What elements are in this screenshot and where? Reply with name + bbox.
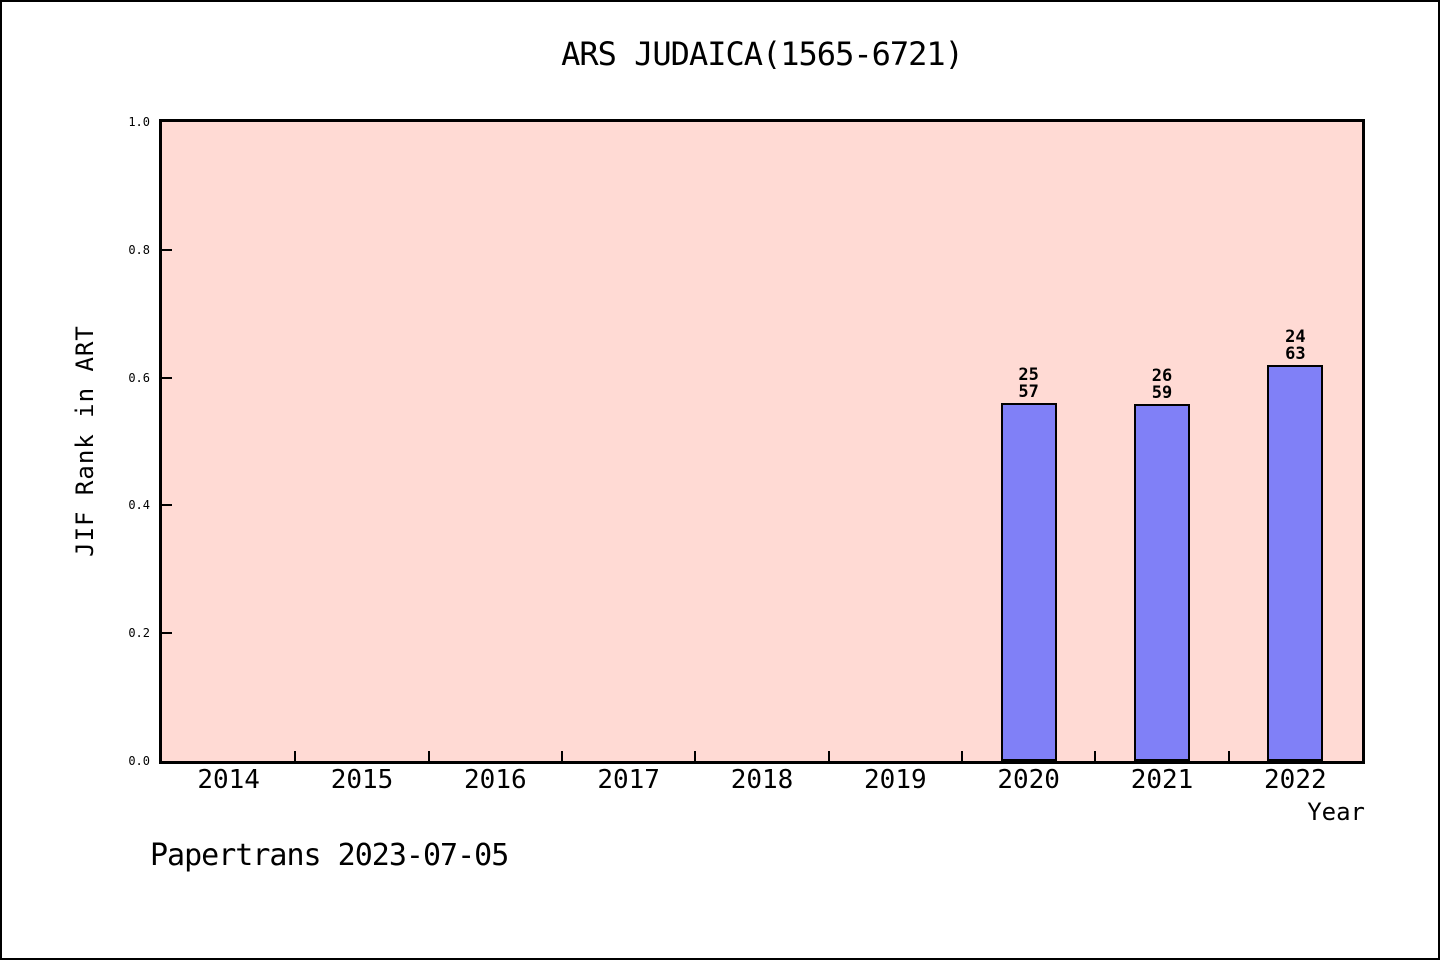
- bar-label-line: 25: [1018, 365, 1039, 385]
- x-tick-mark: [294, 751, 297, 761]
- y-tick-mark: [162, 632, 172, 635]
- y-tick-label: 0.0: [128, 754, 150, 768]
- x-tick-label: 2018: [730, 765, 794, 795]
- y-tick-mark: [162, 376, 172, 379]
- bar-2021: [1134, 404, 1190, 761]
- x-tick-label: 2021: [1130, 765, 1194, 795]
- x-tick-mark: [694, 751, 697, 761]
- bar-label-line: 24: [1285, 327, 1306, 347]
- bar-label-line: 26: [1151, 366, 1173, 386]
- y-tick-label: 0.2: [128, 626, 150, 641]
- bar-label-2020: 25 57: [989, 367, 1069, 401]
- x-tick-mark: [961, 751, 963, 761]
- x-tick-label: 2016: [464, 765, 527, 795]
- x-axis-label: Year: [1307, 798, 1365, 826]
- bar-label-line: 59: [1151, 383, 1173, 403]
- x-tick-mark: [1094, 751, 1097, 761]
- x-tick-mark: [561, 751, 563, 761]
- bar-label-2021: 26 59: [1122, 368, 1202, 402]
- x-tick-label: 2017: [597, 765, 660, 795]
- y-tick-label: 0.4: [128, 498, 150, 513]
- bar-2022: [1267, 365, 1324, 761]
- x-tick-label: 2014: [197, 765, 260, 795]
- bar-label-line: 63: [1285, 344, 1306, 364]
- x-tick-label: 2019: [864, 765, 927, 795]
- y-tick-mark: [162, 248, 172, 251]
- x-tick-mark: [427, 751, 430, 761]
- bar-label-2022: 24 63: [1255, 329, 1335, 363]
- bar-label-line: 57: [1018, 382, 1039, 402]
- x-tick-label: 2015: [330, 765, 394, 795]
- bar-2020: [1000, 403, 1057, 761]
- y-tick-label: 1.0: [128, 115, 150, 129]
- y-tick-mark: [162, 504, 172, 507]
- plot-area: 25 57 26 59 24 63: [159, 119, 1365, 764]
- x-tick-label: 2022: [1264, 765, 1327, 795]
- y-tick-label: 0.8: [128, 242, 150, 257]
- chart-title: ARS JUDAICA(1565-6721): [561, 35, 964, 73]
- x-tick-mark: [1227, 751, 1230, 761]
- x-tick-label: 2020: [997, 765, 1060, 795]
- watermark-text: Papertrans 2023-07-05: [150, 838, 509, 873]
- y-axis-label: JIF Rank in ART: [71, 325, 99, 557]
- y-tick-label: 0.6: [128, 370, 150, 385]
- x-tick-mark: [827, 751, 830, 761]
